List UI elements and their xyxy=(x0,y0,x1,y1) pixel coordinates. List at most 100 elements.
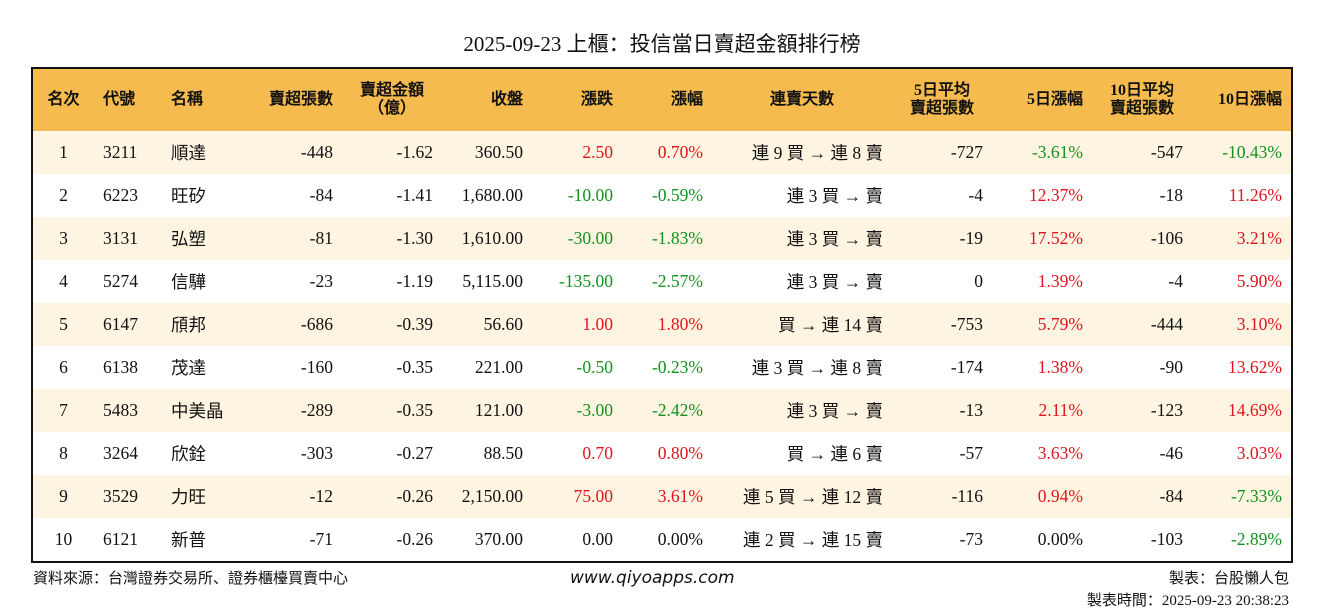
header-cell: 10日漲幅 xyxy=(1217,91,1282,108)
data-row: 4 5274 信驊 -23 -1.19 5,115.00 -135.00 -2.57% 連 3 … xyxy=(33,260,1291,303)
cell: 弘塑 xyxy=(171,229,206,249)
cell: -160 xyxy=(300,357,333,377)
cell: -18 xyxy=(1159,185,1183,205)
cell: 14.69% xyxy=(1228,400,1282,420)
cell: 6121 xyxy=(103,529,138,549)
cell: 信驊 xyxy=(171,272,206,292)
cell: 1.38% xyxy=(1037,357,1083,377)
cell: -1.41 xyxy=(396,185,433,205)
cell: -174 xyxy=(950,357,983,377)
cell: -0.35 xyxy=(396,400,433,420)
cell: 0.94% xyxy=(1037,486,1083,506)
cell: -289 xyxy=(300,400,333,420)
cell: -57 xyxy=(959,443,983,463)
cell: -71 xyxy=(309,529,333,549)
cell: 360.50 xyxy=(474,142,523,162)
cell: 75.00 xyxy=(573,486,613,506)
cell: 連 2 買 → 連 15 賣 xyxy=(743,530,883,550)
header-cell: 漲幅 xyxy=(670,91,703,108)
cell: 3.61% xyxy=(657,486,703,506)
cell: -3.00 xyxy=(576,400,613,420)
cell: -0.23% xyxy=(651,357,703,377)
source: 資料來源：台灣證券交易所、證券櫃檯買賣中心 xyxy=(33,571,349,587)
cell: -0.59% xyxy=(651,185,703,205)
cell: -84 xyxy=(309,185,333,205)
cell: 買 → 連 6 賣 xyxy=(786,444,883,464)
cell: 0.00 xyxy=(582,529,613,549)
cell: 221.00 xyxy=(474,357,523,377)
cell: 0 xyxy=(974,271,983,291)
data-row: 8 3264 欣銓 -303 -0.27 88.50 0.70 0.80% 買 → 連 6 賣 -… xyxy=(33,432,1291,475)
cell: 17.52% xyxy=(1029,228,1083,248)
header-cell: 賣超金額 （億） xyxy=(359,82,424,117)
cell: 5,115.00 xyxy=(462,271,523,291)
cell: -444 xyxy=(1150,314,1183,334)
header-cell: 名次 xyxy=(47,91,80,108)
cell: 3211 xyxy=(103,142,138,162)
cell: 9 xyxy=(59,486,68,506)
cell: 買 → 連 14 賣 xyxy=(778,315,883,335)
header-cell: 代號 xyxy=(103,91,136,108)
cell: -2.42% xyxy=(651,400,703,420)
cell: -0.26 xyxy=(396,486,433,506)
cell: 1,610.00 xyxy=(461,228,523,248)
cell: -3.61% xyxy=(1031,142,1083,162)
cell: 3.10% xyxy=(1236,314,1282,334)
data-row: 1 3211 順達 -448 -1.62 360.50 2.50 0.70% 連 9 買 → 連… xyxy=(33,131,1291,174)
cell: 中美晶 xyxy=(171,401,224,421)
cell: -30.00 xyxy=(567,228,613,248)
time: 製表時間：2025-09-23 20:38:23 xyxy=(1086,593,1289,609)
header-cell: 名稱 xyxy=(171,91,204,108)
cell: -73 xyxy=(959,529,983,549)
cell: 茂達 xyxy=(171,358,206,378)
cell: -686 xyxy=(300,314,333,334)
cell: -4 xyxy=(1168,271,1183,291)
cell: -0.27 xyxy=(396,443,433,463)
cell: 5.79% xyxy=(1037,314,1083,334)
cell: 0.70% xyxy=(657,142,703,162)
cell: -0.50 xyxy=(576,357,613,377)
cell: 3131 xyxy=(103,228,138,248)
cell: -116 xyxy=(951,486,983,506)
cell: -10.43% xyxy=(1222,142,1282,162)
cell: -103 xyxy=(1150,529,1183,549)
cell: 5.90% xyxy=(1236,271,1282,291)
cell: 88.50 xyxy=(483,443,523,463)
data-row: 7 5483 中美晶 -289 -0.35 121.00 -3.00 -2.42% 連 3 買 … xyxy=(33,389,1291,432)
cell: -0.39 xyxy=(396,314,433,334)
cell: 3.21% xyxy=(1236,228,1282,248)
cell: 8 xyxy=(59,443,68,463)
cell: 0.70 xyxy=(582,443,613,463)
cell: 連 3 買 → 賣 xyxy=(786,272,883,292)
cell: 6147 xyxy=(103,314,138,334)
cell: -90 xyxy=(1159,357,1183,377)
cell: 0.00% xyxy=(1037,529,1083,549)
cell: 連 5 買 → 連 12 賣 xyxy=(743,487,883,507)
cell: -547 xyxy=(1150,142,1183,162)
cell: -84 xyxy=(1159,486,1183,506)
cell: 連 3 買 → 連 8 賣 xyxy=(751,358,883,378)
cell: 3529 xyxy=(103,486,138,506)
cell: -10.00 xyxy=(567,185,613,205)
cell: 力旺 xyxy=(171,487,206,507)
cell: 0.80% xyxy=(657,443,703,463)
header-cell: 賣超張數 xyxy=(268,91,333,108)
cell: -0.26 xyxy=(396,529,433,549)
header-cell: 收盤 xyxy=(490,91,523,108)
cell: 370.00 xyxy=(474,529,523,549)
cell: 2.50 xyxy=(582,142,613,162)
cell: -13 xyxy=(959,400,983,420)
cell: -12 xyxy=(309,486,333,506)
header-cell: 漲跌 xyxy=(580,91,613,108)
title: 2025-09-23 上櫃：投信當日賣超金額排行榜 xyxy=(463,32,861,56)
cell: 10 xyxy=(54,529,73,549)
cell: 7 xyxy=(59,400,68,420)
data-row: 2 6223 旺矽 -84 -1.41 1,680.00 -10.00 -0.59% 連 3 買… xyxy=(33,174,1291,217)
cell: 12.37% xyxy=(1029,185,1083,205)
header-cell: 10日平均 賣超張數 xyxy=(1109,82,1174,117)
cell: 3.63% xyxy=(1037,443,1083,463)
cell: 連 3 買 → 賣 xyxy=(786,186,883,206)
data-row: 9 3529 力旺 -12 -0.26 2,150.00 75.00 3.61% 連 5 買 →… xyxy=(33,475,1291,518)
cell: -753 xyxy=(950,314,983,334)
header-cell: 5日漲幅 xyxy=(1026,91,1083,108)
